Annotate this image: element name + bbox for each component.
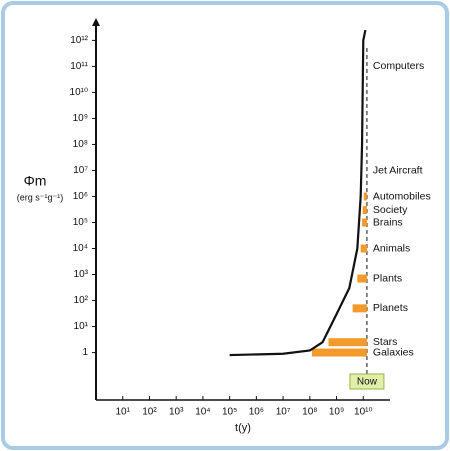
x-tick-label: 10² — [142, 407, 157, 418]
y-tick-label: 10¹ — [74, 321, 89, 332]
x-tick-label: 10⁵ — [222, 407, 237, 418]
now-box — [349, 373, 385, 390]
x-tick-label: 10³ — [169, 407, 184, 418]
y-tick-label: 10¹¹ — [70, 61, 88, 72]
x-tick-label: 10⁸ — [302, 407, 317, 418]
y-tick-label: 10¹⁰ — [70, 87, 88, 98]
y-tick-label: 10⁵ — [73, 217, 88, 228]
band — [362, 206, 367, 215]
band — [362, 218, 367, 227]
band-label: Computers — [373, 60, 424, 72]
band — [311, 348, 367, 357]
y-axis-arrow — [92, 18, 100, 26]
y-tick-label: 10² — [74, 295, 89, 306]
band — [352, 304, 367, 313]
x-tick-label: 10⁷ — [276, 407, 291, 418]
band-label: Brains — [373, 216, 403, 228]
x-tick-label: 10¹⁰ — [354, 407, 372, 418]
y-tick-label: 10³ — [74, 269, 89, 280]
y-tick-label: 10⁴ — [73, 243, 88, 254]
band-label: Automobiles — [373, 190, 431, 202]
x-tick-label: 10⁶ — [249, 407, 264, 418]
y-tick-label: 10¹² — [70, 35, 88, 46]
curve — [229, 29, 367, 357]
x-tick-label: 10¹ — [116, 407, 131, 418]
band-label: Jet Aircraft — [373, 164, 423, 176]
band — [360, 244, 367, 253]
band-label: Animals — [373, 242, 410, 254]
y-axis-units: (erg s⁻¹g⁻¹) — [17, 192, 64, 202]
x-axis-label: t(y) — [235, 422, 251, 434]
x-tick-label: 10⁴ — [195, 407, 210, 418]
now-label: Now — [357, 377, 378, 388]
x-tick-label: 10⁹ — [329, 407, 344, 418]
band — [328, 338, 367, 347]
y-tick-label: 10⁸ — [73, 139, 88, 150]
band-label: Planets — [373, 302, 408, 314]
y-tick-label: 10⁹ — [73, 113, 88, 124]
band-label: Stars — [373, 336, 398, 348]
band-label: Society — [373, 204, 408, 216]
band — [363, 192, 367, 201]
y-tick-label: 10⁷ — [73, 165, 88, 176]
band-label: Galaxies — [373, 346, 414, 358]
band-label: Plants — [373, 272, 402, 284]
y-tick-label: 10⁶ — [73, 191, 88, 202]
y-axis-label: Φm — [24, 173, 47, 189]
band — [357, 274, 367, 283]
y-tick-label: 1 — [82, 347, 88, 358]
